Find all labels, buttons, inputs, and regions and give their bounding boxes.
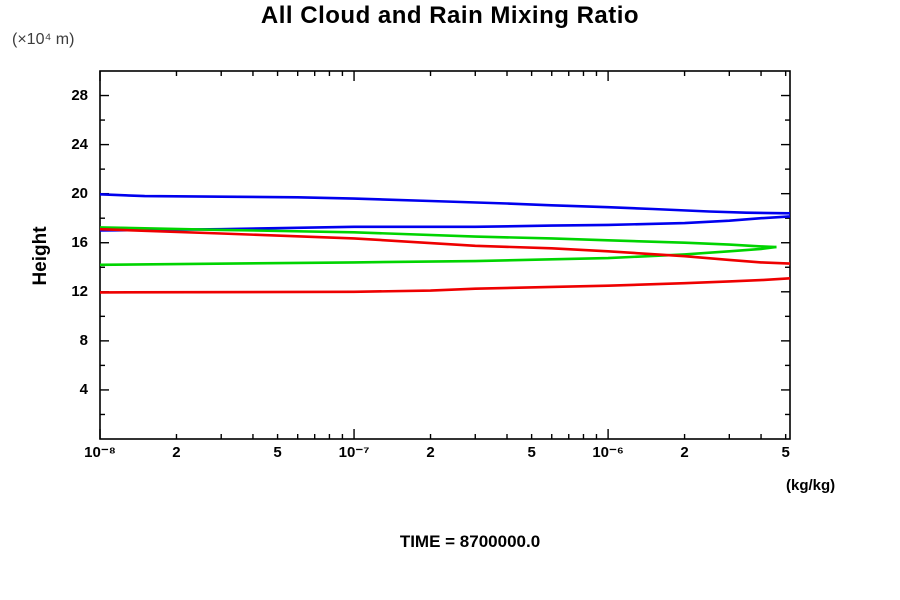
green-envelope-upper-line [99, 226, 777, 249]
x-tick-label: 5 [273, 444, 282, 461]
x-tick-label: 5 [781, 444, 790, 461]
red-envelope-lower-line [99, 277, 791, 294]
blue-envelope-lower-line [99, 215, 791, 232]
chart-title: All Cloud and Rain Mixing Ratio [260, 2, 640, 29]
x-tick-label: 2 [426, 444, 435, 461]
green-envelope-lower-line [99, 245, 777, 267]
blue-envelope-upper-line [99, 193, 791, 215]
x-tick-label: 10⁻⁷ [338, 444, 370, 461]
y-axis-unit-label: (×10⁴ m) [12, 31, 75, 48]
x-tick-label: 10⁻⁸ [84, 444, 116, 461]
y-tick-label: 20 [71, 184, 88, 202]
plot-frame [99, 70, 791, 440]
x-tick-label: 2 [172, 444, 181, 461]
red-envelope-upper-line [99, 227, 791, 265]
x-tick-label: 5 [527, 444, 536, 461]
x-axis-unit-label: (kg/kg) [786, 477, 836, 494]
time-label: TIME = 8700000.0 [399, 532, 541, 551]
y-tick-label: 16 [71, 233, 88, 251]
y-tick-label: 24 [71, 135, 88, 153]
y-tick-label: 4 [79, 380, 88, 398]
y-tick-label: 28 [71, 86, 88, 104]
y-tick-label: 8 [79, 331, 88, 349]
x-tick-label: 2 [680, 444, 689, 461]
y-tick-label: 12 [71, 282, 88, 300]
x-tick-label: 10⁻⁶ [592, 444, 624, 461]
